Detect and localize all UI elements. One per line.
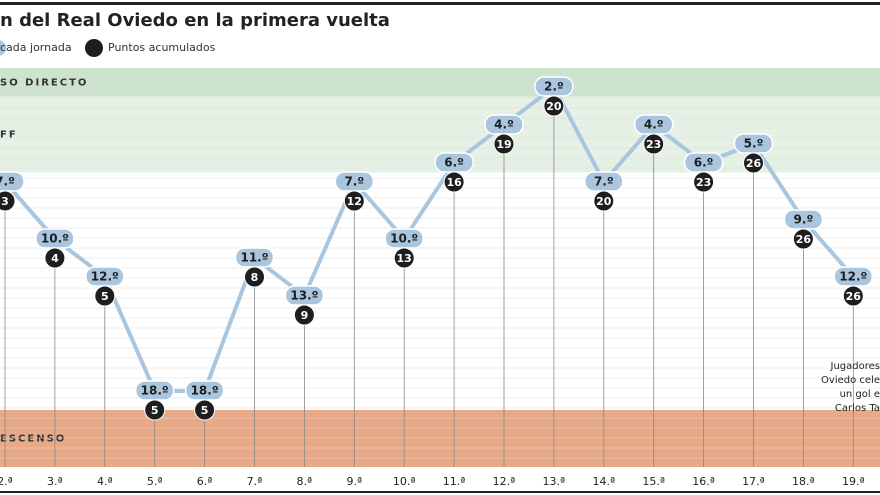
x-tick-label: 8.ª bbox=[297, 475, 313, 488]
points-marker bbox=[743, 152, 764, 174]
photo-caption: Jugadores bbox=[830, 361, 880, 372]
zone-label: FF bbox=[0, 130, 18, 141]
x-tick-label: 17.ª bbox=[742, 475, 765, 488]
points-label: 23 bbox=[696, 176, 711, 189]
position-label: 4.º bbox=[644, 118, 664, 132]
x-tick-label: 14.ª bbox=[592, 475, 615, 488]
plot: SO DIRECTO FF ESCENSO cada jornada Puntos ac… bbox=[0, 39, 880, 488]
position-label: 5.º bbox=[744, 137, 764, 151]
x-tick-label: 4.ª bbox=[97, 475, 113, 488]
legend-label: Puntos acumulados bbox=[108, 41, 216, 54]
points-marker bbox=[493, 133, 515, 155]
points-marker bbox=[244, 266, 265, 288]
points-marker bbox=[0, 190, 16, 212]
x-tick-label: 13.ª bbox=[543, 475, 566, 488]
position-label: 10.º bbox=[41, 232, 69, 246]
bottom-rule bbox=[0, 491, 880, 493]
points-label: 3 bbox=[1, 195, 9, 208]
x-tick-label: 19.ª bbox=[842, 475, 865, 488]
points-label: 13 bbox=[397, 252, 412, 265]
position-label: 12.º bbox=[91, 270, 119, 284]
legend-label: cada jornada bbox=[0, 41, 72, 54]
points-marker bbox=[194, 399, 216, 421]
top-rule bbox=[0, 2, 880, 5]
position-label: 6.º bbox=[444, 156, 464, 170]
x-tick-label: 6.ª bbox=[197, 475, 213, 488]
zone-label: ESCENSO bbox=[0, 434, 66, 445]
zone-band bbox=[0, 68, 880, 97]
position-label: 6.º bbox=[694, 156, 714, 170]
points-marker bbox=[144, 399, 166, 421]
points-marker bbox=[293, 304, 315, 326]
points-label: 20 bbox=[546, 100, 562, 113]
points-label: 16 bbox=[446, 176, 462, 189]
x-tick-label: 7.ª bbox=[247, 475, 263, 488]
position-label: 9.º bbox=[794, 213, 814, 227]
position-label: 7.º bbox=[344, 175, 364, 189]
points-marker bbox=[643, 133, 665, 155]
x-tick-label: 11.ª bbox=[443, 475, 466, 488]
points-marker bbox=[393, 247, 415, 269]
points-marker bbox=[443, 171, 465, 193]
position-label: 12.º bbox=[839, 270, 867, 284]
points-marker bbox=[94, 285, 116, 307]
legend-swatch bbox=[85, 39, 103, 57]
position-label: 18.º bbox=[141, 384, 169, 398]
x-tick-label: 2.ª bbox=[0, 475, 13, 488]
x-tick-label: 3.ª bbox=[47, 475, 63, 488]
position-label: 11.º bbox=[240, 251, 268, 265]
zone-band bbox=[0, 410, 880, 467]
points-label: 12 bbox=[347, 195, 362, 208]
zone-label: SO DIRECTO bbox=[0, 77, 88, 88]
points-label: 4 bbox=[51, 252, 59, 265]
x-tick-label: 12.ª bbox=[493, 475, 516, 488]
points-label: 8 bbox=[251, 271, 259, 284]
points-label: 26 bbox=[846, 290, 862, 303]
position-label: 4.º bbox=[494, 118, 514, 132]
legend-swatch bbox=[0, 40, 6, 56]
points-marker bbox=[593, 190, 615, 212]
points-marker bbox=[543, 95, 565, 117]
points-label: 5 bbox=[101, 290, 109, 303]
position-label: 10.º bbox=[390, 232, 418, 246]
position-label: 18.º bbox=[191, 384, 219, 398]
photo-caption: un gol e bbox=[840, 389, 880, 400]
chart-title: n del Real Oviedo en la primera vuelta bbox=[0, 10, 390, 31]
x-tick-label: 9.ª bbox=[346, 475, 362, 488]
x-tick-label: 10.ª bbox=[393, 475, 416, 488]
points-marker bbox=[792, 228, 814, 250]
position-label: 2.º bbox=[544, 80, 564, 94]
position-label: 7.º bbox=[0, 175, 15, 189]
points-label: 23 bbox=[646, 138, 661, 151]
x-tick-label: 18.ª bbox=[792, 475, 815, 488]
x-tick-label: 15.ª bbox=[642, 475, 665, 488]
photo-caption: Oviedo cele bbox=[821, 375, 880, 386]
photo-caption: Carlos Ta bbox=[835, 403, 880, 414]
points-label: 20 bbox=[596, 195, 612, 208]
points-marker bbox=[842, 285, 864, 307]
points-label: 9 bbox=[301, 309, 309, 322]
points-label: 5 bbox=[201, 404, 209, 417]
points-label: 19 bbox=[496, 138, 511, 151]
points-marker bbox=[44, 247, 66, 269]
points-label: 5 bbox=[151, 404, 159, 417]
position-label: 13.º bbox=[290, 289, 318, 303]
points-label: 26 bbox=[746, 157, 762, 170]
points-marker bbox=[343, 190, 365, 212]
points-marker bbox=[693, 171, 715, 193]
points-label: 26 bbox=[796, 233, 812, 246]
x-tick-label: 16.ª bbox=[692, 475, 715, 488]
position-label: 7.º bbox=[594, 175, 614, 189]
x-tick-label: 5.ª bbox=[147, 475, 163, 488]
